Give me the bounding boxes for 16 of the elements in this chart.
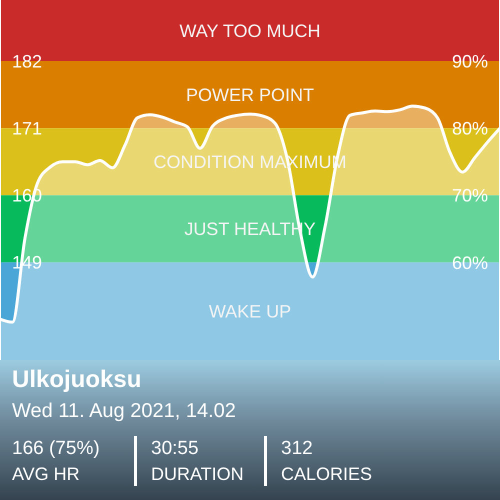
text: Ulkojuoksu <box>12 366 142 394</box>
text: DURATION <box>151 464 244 485</box>
band-label: WAKE UP <box>208 302 292 322</box>
text: 30:55 <box>151 438 199 460</box>
y2-tick-label: 90% <box>452 51 488 72</box>
y-tick-label: 149 <box>12 252 42 273</box>
y2-tick-label: 80% <box>452 118 488 139</box>
text: 312 <box>281 438 313 460</box>
text: CALORIES <box>281 464 372 485</box>
band-label: WAY TOO MUCH <box>179 20 321 41</box>
band-label: POWER POINT <box>186 84 314 105</box>
y-tick-label: 182 <box>12 51 42 72</box>
text: Wed 11. Aug 2021, 14.02 <box>12 400 236 423</box>
y-tick-label: 171 <box>12 118 42 138</box>
text: 166 (75%) <box>12 438 100 460</box>
text: AVG HR <box>12 464 80 485</box>
